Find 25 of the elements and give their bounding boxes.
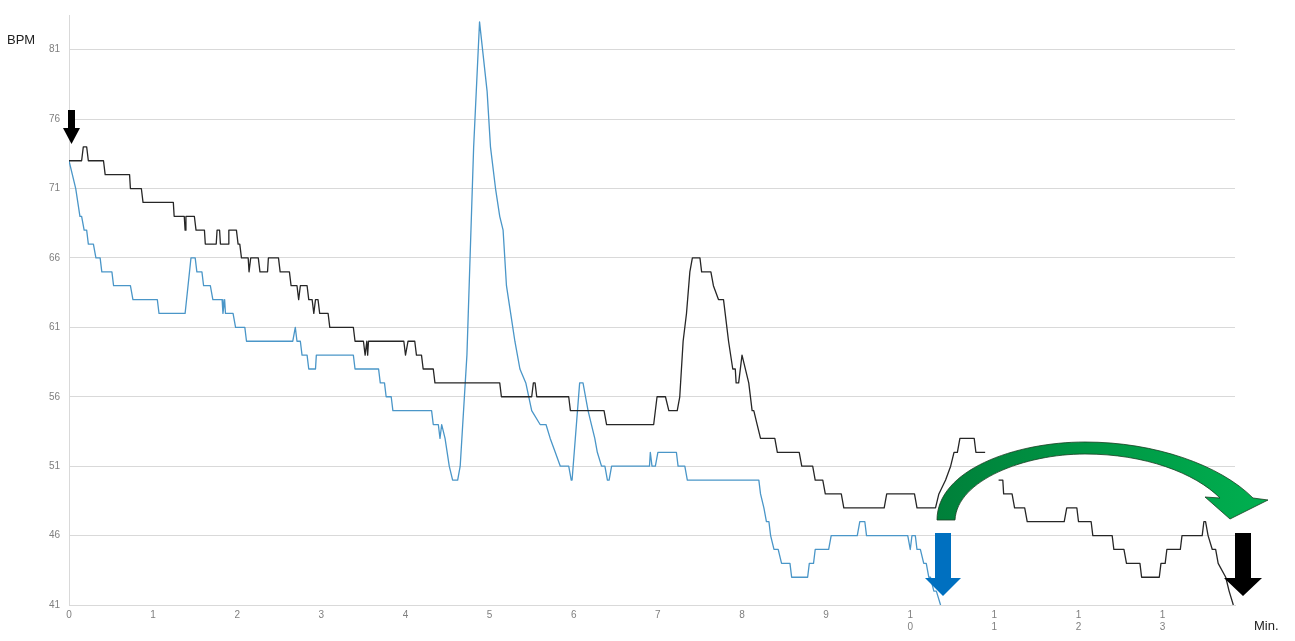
- x-tick-label: 0: [66, 608, 73, 620]
- y-tick-label: 51: [48, 459, 61, 471]
- x-tick-label: 1 1: [991, 608, 998, 632]
- x-tick-label: 4: [402, 608, 409, 620]
- x-tick-label: 9: [823, 608, 830, 620]
- y-tick-label: 66: [48, 251, 61, 263]
- y-axis-title: BPM: [7, 32, 36, 47]
- y-tick-label: 46: [48, 529, 61, 541]
- y-tick-label: 76: [48, 112, 61, 124]
- x-tick-label: 1: [150, 608, 157, 620]
- y-tick-label: 61: [48, 321, 61, 333]
- x-tick-label: 1 2: [1075, 608, 1082, 632]
- x-tick-label: 6: [570, 608, 577, 620]
- y-tick-label: 56: [48, 390, 61, 402]
- x-axis-title: Min.: [1254, 618, 1279, 633]
- y-tick-label: 81: [48, 43, 61, 55]
- x-tick-label: 7: [655, 608, 662, 620]
- x-tick-label: 2: [234, 608, 241, 620]
- x-tick-label: 1 3: [1159, 608, 1166, 632]
- x-tick-label: 5: [486, 608, 493, 620]
- x-tick-label: 1 0: [907, 608, 914, 632]
- x-tick-label: 8: [739, 608, 746, 620]
- y-tick-label: 41: [48, 598, 61, 610]
- y-tick-label: 71: [48, 182, 61, 194]
- x-tick-label: 3: [318, 608, 325, 620]
